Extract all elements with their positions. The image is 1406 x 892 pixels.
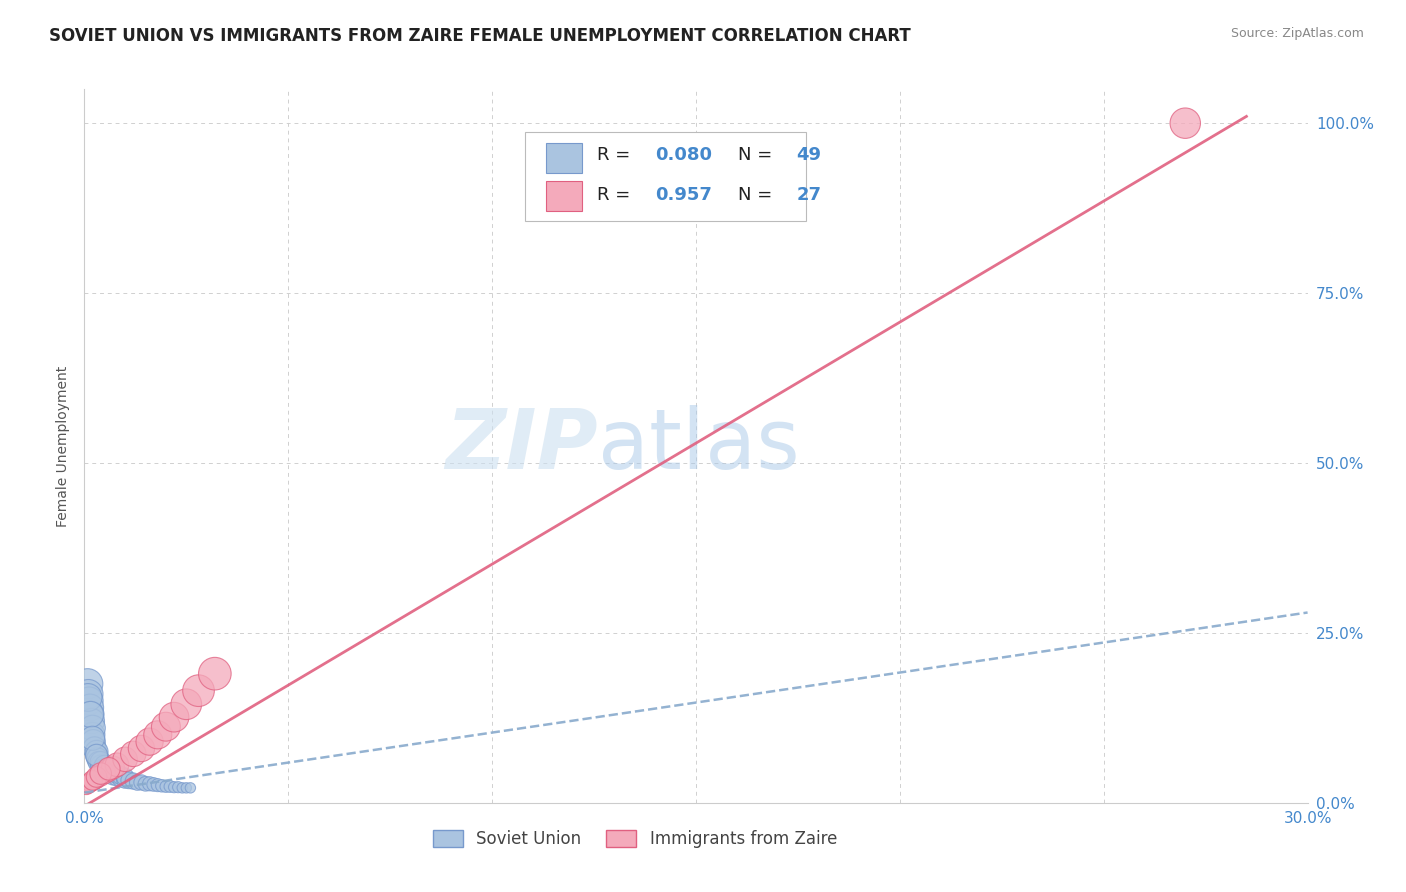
Point bbox=[105, 757, 128, 772]
Point bbox=[1174, 116, 1197, 130]
Point bbox=[82, 734, 104, 748]
Point bbox=[105, 767, 128, 781]
Point bbox=[86, 770, 108, 784]
Point bbox=[82, 731, 104, 746]
Point bbox=[77, 687, 100, 701]
Point bbox=[187, 683, 209, 698]
FancyBboxPatch shape bbox=[546, 181, 582, 211]
Point bbox=[131, 741, 153, 756]
Point bbox=[82, 773, 104, 788]
Point bbox=[138, 777, 160, 791]
Text: 0.957: 0.957 bbox=[655, 186, 713, 203]
Point bbox=[82, 721, 104, 735]
Point bbox=[105, 770, 128, 784]
Point bbox=[163, 710, 186, 724]
Point bbox=[122, 747, 145, 761]
Point bbox=[146, 778, 169, 792]
Point bbox=[80, 714, 103, 729]
Point bbox=[77, 777, 100, 791]
Point bbox=[101, 765, 124, 780]
Point bbox=[90, 755, 112, 769]
Point bbox=[131, 775, 153, 789]
Point bbox=[163, 780, 186, 794]
Point bbox=[75, 779, 97, 793]
Point bbox=[86, 751, 108, 765]
Point bbox=[101, 769, 124, 783]
Point bbox=[174, 698, 197, 712]
Point bbox=[167, 780, 190, 794]
FancyBboxPatch shape bbox=[546, 143, 582, 172]
Text: R =: R = bbox=[598, 146, 636, 164]
Point bbox=[150, 779, 173, 793]
Point bbox=[155, 780, 177, 794]
Point bbox=[97, 762, 120, 776]
Point bbox=[90, 758, 112, 772]
Text: N =: N = bbox=[738, 146, 778, 164]
Point bbox=[86, 745, 108, 759]
Text: N =: N = bbox=[738, 186, 778, 203]
Point bbox=[79, 775, 101, 789]
Text: 0.080: 0.080 bbox=[655, 146, 713, 164]
Point bbox=[97, 765, 120, 780]
Point bbox=[127, 775, 149, 789]
Point bbox=[83, 741, 105, 756]
Point bbox=[110, 769, 132, 783]
Point bbox=[90, 766, 112, 780]
Point bbox=[142, 777, 165, 791]
Text: R =: R = bbox=[598, 186, 636, 203]
Point bbox=[138, 734, 160, 748]
Point bbox=[87, 755, 110, 769]
Point bbox=[79, 700, 101, 714]
Point bbox=[101, 760, 124, 774]
Point bbox=[86, 772, 108, 786]
Point bbox=[77, 694, 100, 708]
Point bbox=[83, 772, 105, 787]
Point bbox=[86, 748, 108, 763]
Point bbox=[155, 720, 177, 734]
Point bbox=[82, 774, 104, 789]
Point bbox=[179, 780, 201, 795]
Point bbox=[114, 752, 136, 766]
Y-axis label: Female Unemployment: Female Unemployment bbox=[56, 366, 70, 526]
Text: 49: 49 bbox=[796, 146, 821, 164]
Text: SOVIET UNION VS IMMIGRANTS FROM ZAIRE FEMALE UNEMPLOYMENT CORRELATION CHART: SOVIET UNION VS IMMIGRANTS FROM ZAIRE FE… bbox=[49, 27, 911, 45]
Point bbox=[90, 769, 112, 783]
Point bbox=[146, 728, 169, 742]
Point bbox=[174, 780, 197, 795]
Point bbox=[97, 762, 120, 776]
Point bbox=[135, 777, 157, 791]
Point bbox=[93, 765, 115, 780]
Point bbox=[77, 690, 100, 705]
Point bbox=[110, 772, 132, 786]
Point bbox=[76, 677, 98, 691]
Point bbox=[159, 780, 181, 794]
Text: ZIP: ZIP bbox=[446, 406, 598, 486]
Text: atlas: atlas bbox=[598, 406, 800, 486]
Point bbox=[204, 666, 226, 681]
Point bbox=[114, 772, 136, 787]
Point bbox=[93, 762, 115, 776]
Point bbox=[79, 707, 101, 722]
Point bbox=[172, 780, 194, 795]
Point bbox=[93, 758, 115, 772]
Point bbox=[80, 707, 103, 722]
Legend: Soviet Union, Immigrants from Zaire: Soviet Union, Immigrants from Zaire bbox=[426, 823, 844, 855]
Text: Source: ZipAtlas.com: Source: ZipAtlas.com bbox=[1230, 27, 1364, 40]
Point bbox=[82, 728, 104, 742]
FancyBboxPatch shape bbox=[524, 132, 806, 221]
Point bbox=[122, 774, 145, 789]
Text: 27: 27 bbox=[796, 186, 821, 203]
Point bbox=[86, 748, 108, 763]
Point bbox=[91, 762, 114, 776]
Point bbox=[97, 763, 120, 777]
Point bbox=[114, 770, 136, 784]
Point bbox=[77, 777, 100, 791]
Point bbox=[118, 773, 141, 788]
